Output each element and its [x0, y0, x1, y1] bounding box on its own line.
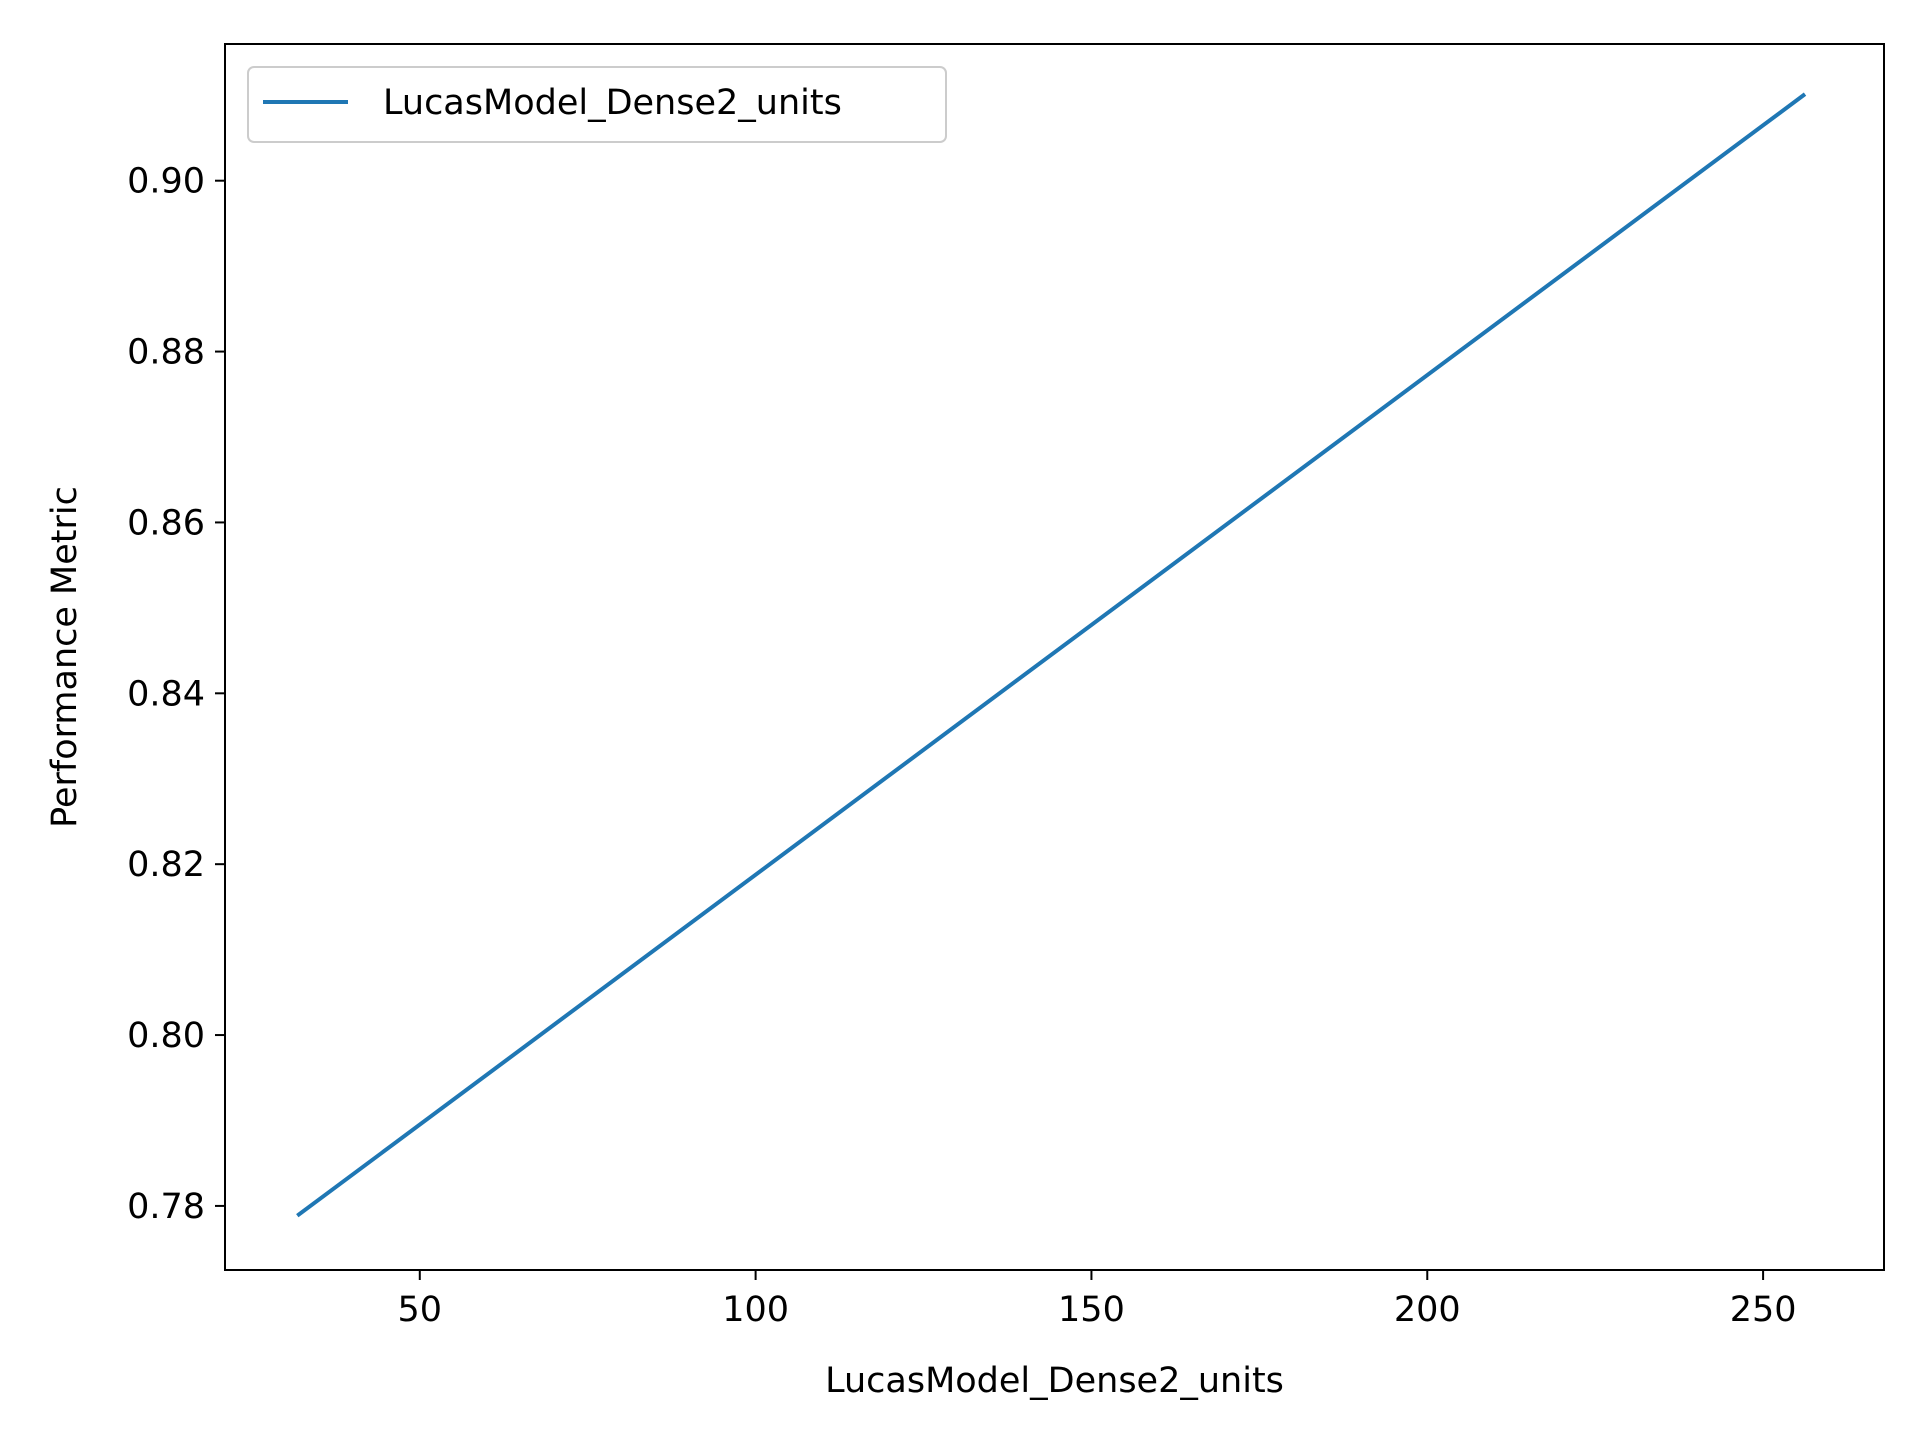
series-layer: [296, 92, 1807, 1218]
y-axis-ticks: 0.78 0.80 0.82 0.84 0.86 0.88 0.90: [127, 162, 225, 1227]
y-tick-label: 0.90: [127, 162, 205, 202]
x-axis-label: LucasModel_Dense2_units: [825, 1361, 1284, 1401]
y-tick-label: 0.86: [127, 503, 205, 543]
y-tick-label: 0.88: [127, 333, 205, 373]
y-tick-label: 0.78: [127, 1187, 205, 1227]
y-tick-label: 0.82: [127, 845, 205, 885]
y-tick-label: 0.80: [127, 1016, 205, 1056]
series-line: [296, 92, 1807, 1218]
axes-frame: [224, 43, 1885, 1271]
x-tick-label: 50: [398, 1290, 443, 1330]
legend: LucasModel_Dense2_units: [247, 66, 947, 143]
x-tick-label: 200: [1394, 1290, 1461, 1330]
legend-label: LucasModel_Dense2_units: [383, 83, 842, 123]
y-tick-label: 0.84: [127, 674, 205, 714]
legend-box: [247, 66, 947, 143]
x-axis-ticks: 50 100 150 200 250: [398, 1270, 1797, 1330]
x-tick-label: 150: [1058, 1290, 1125, 1330]
y-axis-label: Performance Metric: [45, 486, 85, 828]
x-tick-label: 100: [722, 1290, 789, 1330]
plot-area: 50 100 150 200 250 0.780.800.820.840.860.880…: [45, 43, 1885, 1401]
x-tick-label: 250: [1730, 1290, 1797, 1330]
